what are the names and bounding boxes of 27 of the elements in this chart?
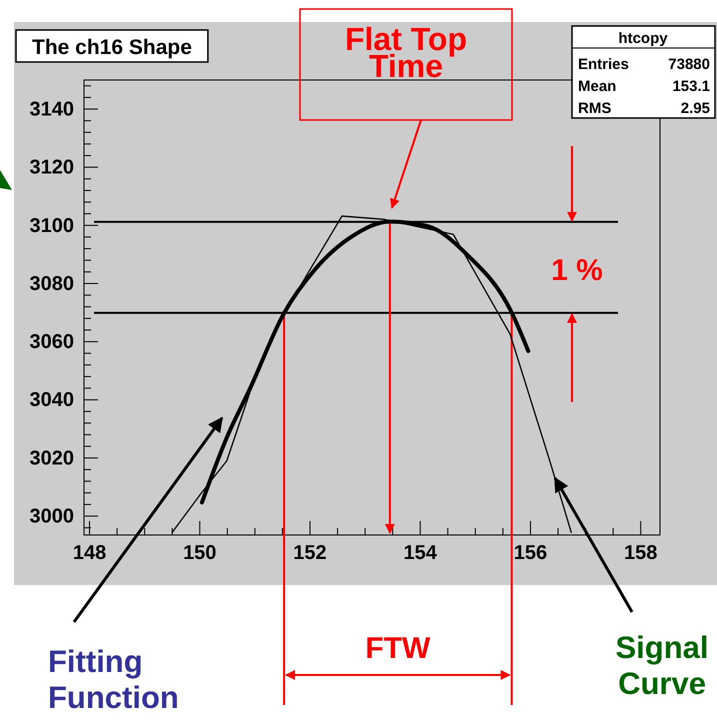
text: Signal Curve bbox=[615, 630, 709, 701]
x-tick-label: 156 bbox=[514, 542, 548, 564]
chart-title: The ch16 Shape bbox=[32, 36, 192, 59]
x-tick-label: 158 bbox=[624, 542, 658, 564]
x-tick-label: 150 bbox=[183, 542, 216, 564]
y-tick-label: 3140 bbox=[30, 98, 74, 120]
text: 73880 bbox=[668, 56, 710, 73]
y-tick-label: 3040 bbox=[30, 389, 74, 412]
text: htcopy bbox=[618, 30, 668, 47]
x-tick-label: 148 bbox=[72, 542, 106, 564]
text: FTW bbox=[365, 632, 432, 665]
annotation: Mean bbox=[578, 78, 616, 95]
y-tick-label: 3060 bbox=[30, 331, 74, 354]
text: Fitting Function bbox=[48, 644, 179, 715]
annotation: Flat Top Time bbox=[344, 21, 468, 84]
x-tick-label: 152 bbox=[293, 542, 327, 564]
y-tick-label: 3100 bbox=[30, 214, 74, 237]
y-tick-label: 3080 bbox=[30, 272, 74, 295]
text: 2.95 bbox=[680, 100, 710, 117]
y-tick-label: 3020 bbox=[30, 447, 74, 470]
text: Entries bbox=[578, 56, 629, 73]
annotation: RMS bbox=[578, 100, 612, 117]
y-tick-label: 3000 bbox=[30, 506, 74, 528]
y-tick-label: 3120 bbox=[30, 156, 74, 179]
annotation: 1 % bbox=[551, 254, 603, 287]
text: 153.1 bbox=[672, 78, 710, 95]
x-tick-label: 154 bbox=[404, 542, 438, 564]
